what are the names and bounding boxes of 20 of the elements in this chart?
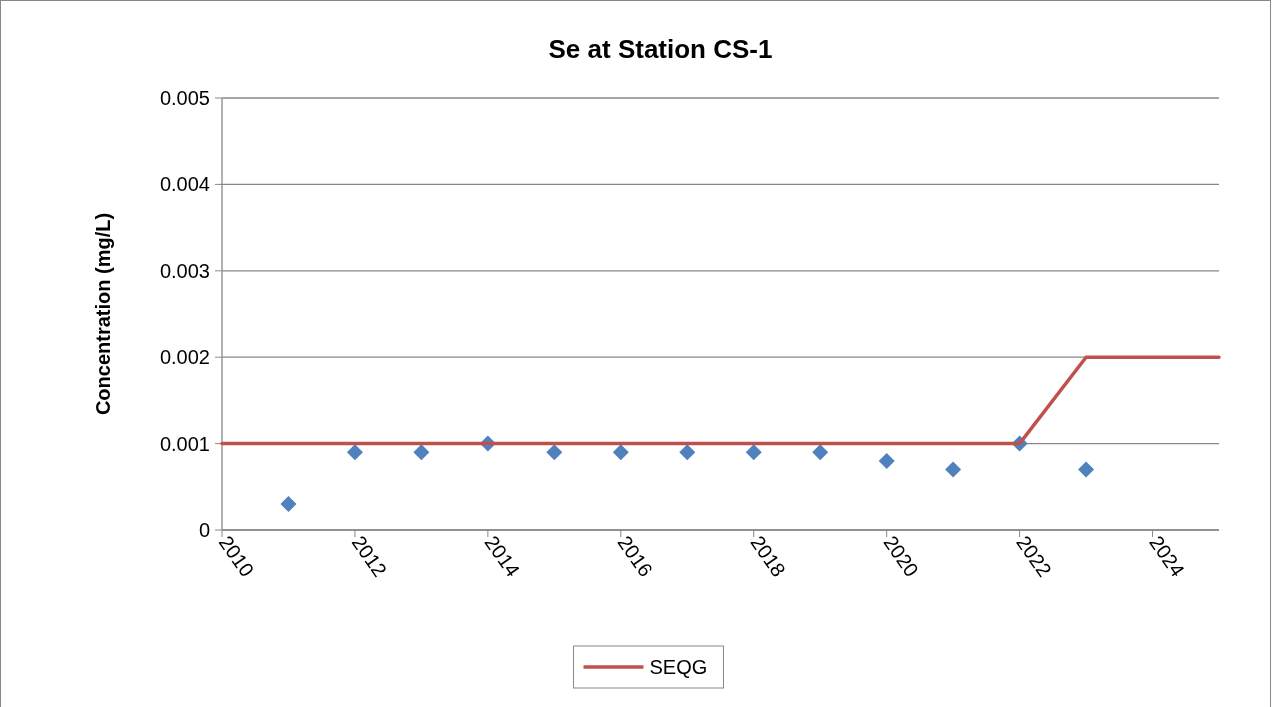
- chart-title: Se at Station CS-1: [548, 34, 773, 64]
- y-tick-label: 0.005: [159, 87, 210, 109]
- point: [679, 444, 696, 461]
- y-tick-label: 0.002: [159, 346, 210, 369]
- point: [745, 444, 762, 461]
- y-tick-label: 0.004: [159, 173, 210, 196]
- y-tick-label: 0.003: [159, 259, 210, 282]
- legend-label: SEQG: [649, 656, 708, 678]
- point: [878, 452, 895, 469]
- point: [945, 461, 962, 478]
- y-tick-label: 0.001: [159, 432, 210, 455]
- point: [1078, 461, 1095, 478]
- point: [413, 444, 430, 461]
- y-tick-label: 0: [198, 519, 210, 541]
- y-axis-title: Concentration (mg/L): [92, 212, 114, 416]
- point: [346, 444, 363, 461]
- point: [812, 444, 829, 461]
- point: [280, 496, 297, 513]
- point: [612, 444, 629, 461]
- point: [546, 444, 563, 461]
